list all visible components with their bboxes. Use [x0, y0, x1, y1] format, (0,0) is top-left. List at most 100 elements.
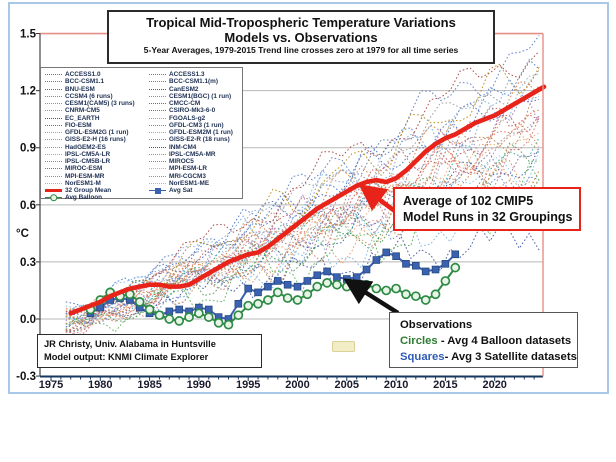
- x-tick-label: 1990: [187, 379, 211, 391]
- legend-swatch: [149, 93, 166, 100]
- model-line-GISS-E2-H (16 runs): [65, 160, 540, 323]
- observations-arrow: [343, 278, 400, 315]
- x-tick-label: 2015: [433, 379, 457, 391]
- avg-sat-marker: [421, 267, 430, 276]
- legend-label: 32 Group Mean: [65, 187, 112, 195]
- y-tick-label: -0.3: [16, 371, 36, 383]
- legend-item: FIO-ESM: [45, 122, 145, 129]
- avg-balloon-marker: [253, 298, 263, 309]
- legend-label: EC_EARTH: [65, 114, 100, 122]
- legend-label: ACCESS1.3: [169, 71, 205, 79]
- model-line-NorESM1-M: [65, 132, 540, 316]
- avg-sat-marker: [382, 248, 391, 257]
- avg-sat-marker: [244, 284, 253, 293]
- avg-balloon-marker: [430, 289, 441, 300]
- legend-item: MPI-ESM-MR: [45, 173, 145, 180]
- legend-label: MIROC-ESM: [65, 165, 103, 173]
- legend-item: EC_EARTH: [45, 115, 145, 122]
- legend-swatch: [45, 93, 62, 100]
- avg-sat-marker: [204, 305, 213, 314]
- avg-balloon-marker: [213, 317, 224, 328]
- legend-label: GFDL-ESM2M (1 run): [169, 129, 233, 137]
- legend-item: GFDL-ESM2G (1 run): [45, 129, 145, 136]
- y-tick-label: 1.5: [20, 29, 37, 41]
- avg-sat-marker: [342, 275, 351, 283]
- avg-sat-marker: [323, 267, 331, 276]
- legend-label: CanESM2: [169, 85, 199, 93]
- avg-balloon-marker: [440, 276, 451, 286]
- chart-subtitle: Models vs. Observations: [224, 30, 378, 45]
- cmip5-annotation-box: Average of 102 CMIP5 Model Runs in 32 Gr…: [393, 187, 581, 231]
- avg-balloon-marker: [134, 297, 145, 307]
- avg-sat-marker: [333, 273, 341, 281]
- legend-item: CSIRO-Mk3-6-0: [149, 107, 243, 114]
- legend-item: GISS-E2-H (16 runs): [45, 136, 145, 143]
- legend-item: GISS-E2-R (18 runs): [149, 136, 243, 143]
- legend-label: NorESM1-M: [65, 179, 101, 187]
- legend-item: MIROC5: [149, 158, 243, 165]
- avg-balloon-marker: [381, 285, 392, 296]
- avg-balloon-marker: [312, 281, 323, 292]
- model-line-CMCC-CM: [65, 58, 540, 315]
- avg-balloon-marker: [263, 295, 273, 305]
- model-line-CCSM4 (6 runs): [65, 137, 540, 320]
- legend-label: CNRM-CM5: [65, 107, 100, 115]
- chart-caption: 5-Year Averages, 1979-2015 Trend line cr…: [143, 45, 459, 55]
- model-line-ACCESS1.0: [65, 114, 540, 337]
- legend-label: MPI-ESM-LR: [169, 165, 207, 173]
- chart-title-box: Tropical Mid-Tropospheric Temperature Va…: [107, 10, 495, 64]
- x-tick-label: 1980: [88, 379, 112, 391]
- legend-swatch: [45, 173, 62, 180]
- legend-swatch: [45, 122, 62, 129]
- legend-swatch: [149, 86, 166, 93]
- model-line-CanESM2: [65, 50, 540, 313]
- legend-label: CESM1(BGC) (1 run): [169, 92, 232, 100]
- legend-label: MPI-ESM-MR: [65, 172, 105, 180]
- avg-sat-marker: [273, 277, 282, 285]
- legend-swatch: [45, 158, 62, 165]
- legend-label: GFDL-CM3 (1 run): [169, 121, 224, 129]
- model-line-FGOALS-g2: [65, 123, 540, 320]
- legend-label: MIROC5: [169, 158, 194, 166]
- avg-sat-marker: [175, 305, 183, 314]
- avg-sat-marker: [293, 282, 302, 291]
- legend-label: INM-CM4: [169, 143, 197, 151]
- model-line-CSIRO-Mk3-6-0: [65, 150, 540, 325]
- legend-swatch: [45, 136, 62, 143]
- legend-swatch: [45, 194, 62, 202]
- avg-balloon-marker: [243, 300, 254, 311]
- legend-item: MRI-CGCM3: [149, 173, 243, 180]
- avg-balloon-marker: [174, 316, 185, 326]
- avg-sat-marker: [402, 260, 410, 268]
- model-line-GFDL-CM3 (1 run): [65, 63, 540, 325]
- legend-column-left: ACCESS1.0 BCC-CSM1.1 BNU-ESM CCSM4 (6 runs)…: [45, 71, 145, 202]
- legend-item: 32 Group Mean: [45, 187, 145, 194]
- avg-sat-marker: [392, 252, 400, 261]
- legend-label: GISS-E2-R (18 runs): [169, 136, 230, 144]
- avg-balloon-marker: [154, 310, 165, 321]
- legend-label: BNU-ESM: [65, 85, 95, 93]
- legend-item: IPSL-CM5B-LR: [45, 158, 145, 165]
- legend-swatch: [45, 180, 62, 187]
- avg-sat-marker: [362, 265, 371, 274]
- legend-item: Avg Balloon: [45, 194, 145, 202]
- squares-label: Squares: [400, 351, 445, 363]
- legend-swatch: [45, 100, 62, 107]
- avg-sat-marker: [283, 280, 292, 289]
- legend-swatch: [149, 165, 166, 172]
- avg-balloon-marker: [184, 312, 194, 322]
- legend-swatch: [45, 129, 62, 136]
- avg-sat-marker: [372, 256, 381, 264]
- legend-label: NorESM1-ME: [169, 179, 210, 187]
- model-line-IPSL-CM5B-LR: [65, 117, 540, 334]
- avg-balloon-marker: [164, 314, 175, 324]
- legend-item: CCSM4 (6 runs): [45, 93, 145, 100]
- legend-swatch: [149, 115, 166, 122]
- observations-circles-line: Circles - Avg 4 Balloon datasets: [400, 333, 577, 349]
- circles-label: Circles: [400, 335, 438, 347]
- legend-item: ACCESS1.3: [149, 71, 243, 78]
- avg-balloon-marker: [302, 289, 313, 300]
- model-line-EC_EARTH: [65, 147, 540, 333]
- legend-swatch: [149, 100, 166, 107]
